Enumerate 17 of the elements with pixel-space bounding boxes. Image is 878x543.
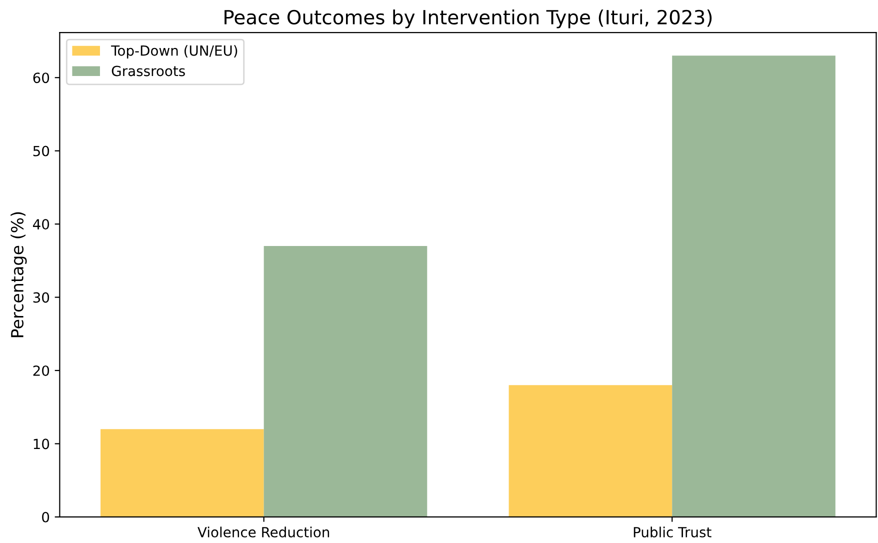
legend-label: Top-Down (UN/EU)	[111, 45, 238, 59]
bar	[672, 56, 836, 517]
y-tick-label: 40	[32, 219, 50, 230]
bar	[264, 246, 428, 517]
y-tick-label: 60	[33, 72, 50, 84]
y-tick-label: 0	[42, 512, 50, 522]
y-tick-label: 50	[33, 146, 50, 156]
bar	[508, 385, 672, 517]
x-tick-label: Public Trust	[634, 526, 712, 538]
bar	[100, 429, 264, 517]
y-axis-title: Percentage (%)	[10, 212, 27, 338]
y-tick-label: 20	[33, 365, 50, 376]
y-tick-label: 10	[34, 438, 50, 450]
chart-title: Peace Outcomes by Intervention Type (Ituri, 2023)	[224, 9, 712, 28]
y-tick-label: 30	[33, 292, 50, 303]
x-tick-label: Violence Reduction	[198, 526, 330, 538]
legend-label: Grassroots	[112, 66, 185, 76]
